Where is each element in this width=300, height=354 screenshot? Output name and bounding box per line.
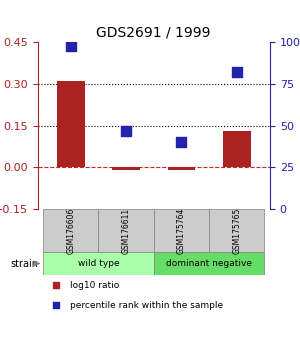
- Bar: [43, 252, 154, 275]
- Title: GDS2691 / 1999: GDS2691 / 1999: [97, 26, 211, 40]
- Text: log10 ratio: log10 ratio: [70, 281, 119, 290]
- Text: percentile rank within the sample: percentile rank within the sample: [70, 301, 223, 310]
- Bar: [43, 209, 98, 252]
- Bar: [57, 81, 85, 167]
- Bar: [209, 209, 265, 252]
- Point: [54, 282, 58, 288]
- Bar: [154, 252, 265, 275]
- Text: GSM175764: GSM175764: [177, 207, 186, 254]
- Text: dominant negative: dominant negative: [166, 259, 252, 268]
- Bar: [98, 209, 154, 252]
- Text: GSM176606: GSM176606: [66, 207, 75, 254]
- Bar: [168, 167, 195, 171]
- Bar: [112, 167, 140, 171]
- Bar: [154, 209, 209, 252]
- Text: strain: strain: [11, 258, 39, 269]
- Point: [234, 70, 239, 75]
- Text: GSM175765: GSM175765: [232, 207, 241, 254]
- Point: [68, 43, 73, 48]
- Point: [179, 139, 184, 145]
- Text: GSM176611: GSM176611: [122, 207, 130, 254]
- Text: wild type: wild type: [78, 259, 119, 268]
- Point: [54, 302, 58, 308]
- Point: [124, 128, 128, 133]
- Bar: [223, 131, 250, 167]
